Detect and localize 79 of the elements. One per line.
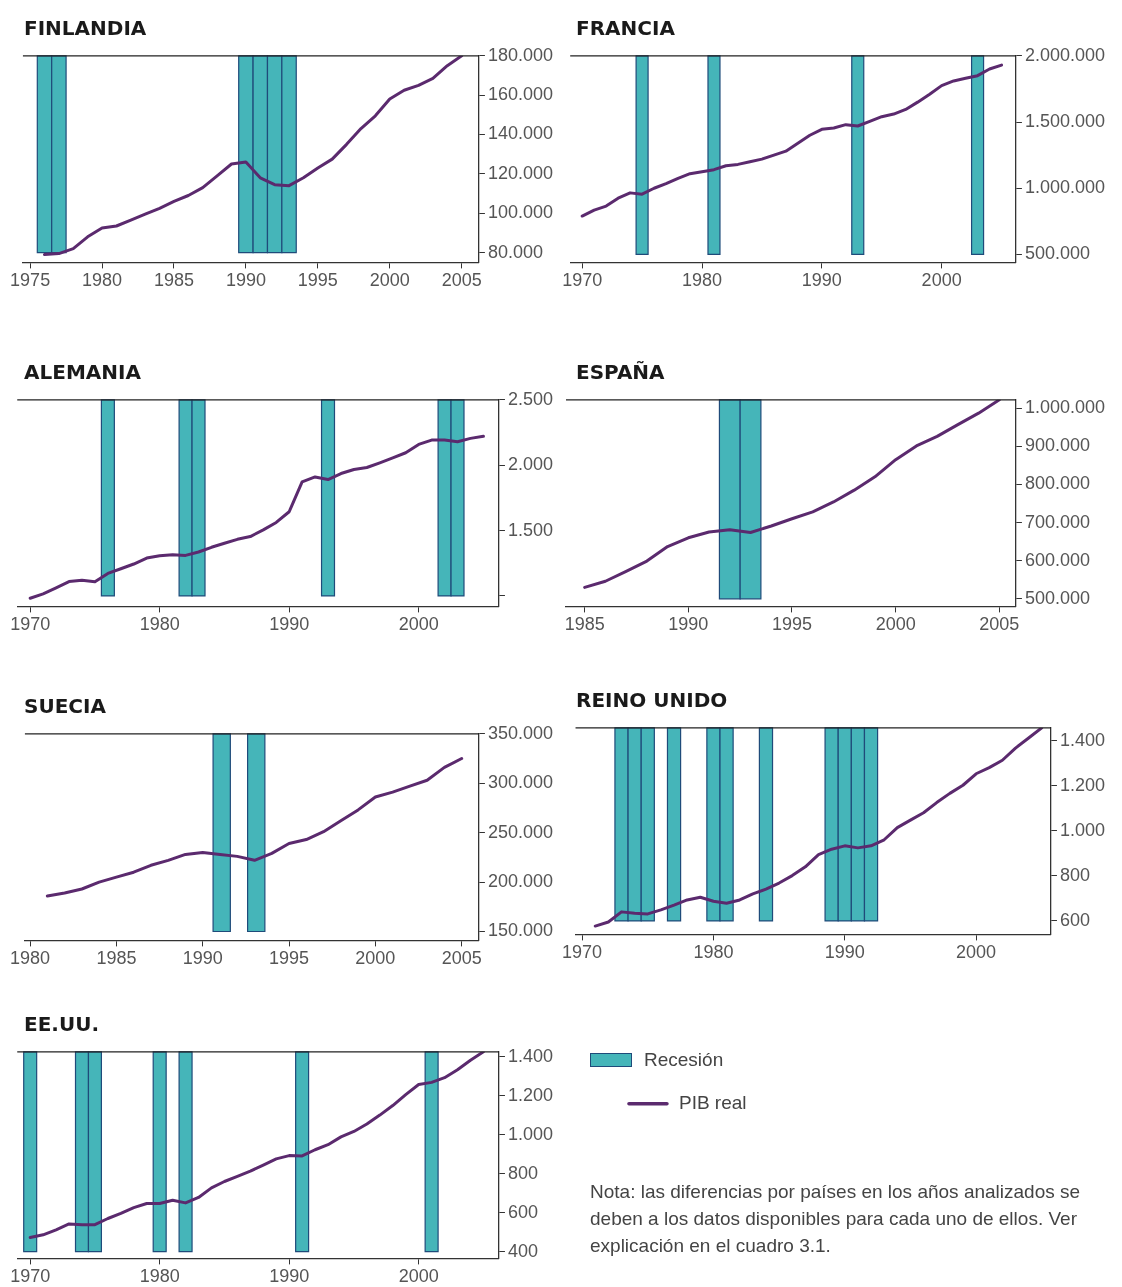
y-tick-label: 1.000 xyxy=(507,1123,553,1144)
y-tick-label: 200.000 xyxy=(487,871,554,892)
x-tick-label: 2000 xyxy=(875,614,916,635)
y-tick-label: 600.000 xyxy=(1024,549,1090,570)
y-tick-label: 2.000.000 xyxy=(1024,44,1105,65)
y-tick-label: 600 xyxy=(507,1201,538,1222)
text: Nota: las diferencias por países en los años analizados se deben a los datos disponibles para cada uno de ellos. Ver explicación en el cuadro 3.1. xyxy=(590,1180,1082,1258)
x-tick-label: 1990 xyxy=(801,270,842,291)
y-tick-label: 1.000 xyxy=(1059,819,1105,840)
y-tick-label: 2.000 xyxy=(507,454,553,475)
y-tick-label: 120.000 xyxy=(487,162,554,183)
text: Recesión xyxy=(644,1048,724,1072)
y-tick-label: 250.000 xyxy=(487,821,554,842)
x-tick-label: 2000 xyxy=(369,270,410,291)
x-tick-label: 2005 xyxy=(441,948,482,969)
chart-title: FRANCIA xyxy=(576,16,675,40)
x-tick-label: 2000 xyxy=(921,270,962,291)
x-tick-label: 1990 xyxy=(269,614,310,635)
y-tick-label: 300.000 xyxy=(487,772,554,793)
x-tick-label: 1990 xyxy=(269,1266,310,1287)
y-tick-label: 400 xyxy=(507,1240,538,1261)
x-tick-label: 1970 xyxy=(10,614,51,635)
y-tick-label: 600 xyxy=(1059,909,1090,930)
y-tick-label: 500.000 xyxy=(1024,587,1090,608)
y-tick-label: 1.400 xyxy=(507,1045,553,1066)
x-tick-label: 1980 xyxy=(10,948,51,969)
y-tick-label: 180.000 xyxy=(487,44,554,65)
x-tick-label: 1985 xyxy=(564,614,605,635)
x-tick-label: 1995 xyxy=(269,948,310,969)
chart-title: EE.UU. xyxy=(24,1012,99,1036)
y-tick-label: 1.200 xyxy=(1059,774,1105,795)
x-tick-label: 2000 xyxy=(355,948,396,969)
chart-title: ALEMANIA xyxy=(24,360,141,384)
x-tick-label: 1980 xyxy=(693,942,734,963)
y-tick-label: 1.000.000 xyxy=(1024,177,1105,198)
x-tick-label: 1985 xyxy=(96,948,137,969)
x-tick-label: 2000 xyxy=(956,942,997,963)
y-tick-label: 150.000 xyxy=(487,920,554,941)
x-tick-label: 1985 xyxy=(153,270,194,291)
x-tick-label: 1975 xyxy=(10,270,51,291)
x-tick-label: 1990 xyxy=(225,270,266,291)
y-tick-label: 800.000 xyxy=(1024,473,1090,494)
y-tick-label: 700.000 xyxy=(1024,511,1090,532)
x-tick-label: 1970 xyxy=(562,942,603,963)
y-tick-label: 1.500 xyxy=(507,519,553,540)
y-tick-label: 800 xyxy=(1059,864,1090,885)
x-tick-label: 2005 xyxy=(979,614,1020,635)
chart-title: FINLANDIA xyxy=(24,16,147,40)
x-tick-label: 1980 xyxy=(681,270,723,291)
y-tick-label: 500.000 xyxy=(1024,243,1090,264)
x-tick-label: 1980 xyxy=(82,270,123,291)
x-tick-label: 1970 xyxy=(562,270,603,291)
y-tick-label: 160.000 xyxy=(487,84,554,105)
y-tick-label: 1.000.000 xyxy=(1024,397,1105,418)
x-tick-label: 1990 xyxy=(668,614,709,635)
chart-title: ESPAÑA xyxy=(576,360,665,384)
y-tick-label: 800 xyxy=(507,1162,538,1183)
x-tick-label: 1970 xyxy=(10,1266,51,1287)
y-tick-label: 1.200 xyxy=(507,1084,553,1105)
y-tick-label: 1.400 xyxy=(1059,729,1105,750)
chart-title: SUECIA xyxy=(24,694,106,718)
x-tick-label: 1995 xyxy=(297,270,338,291)
y-tick-label: 350.000 xyxy=(487,722,554,743)
y-tick-label: 100.000 xyxy=(487,202,554,223)
y-tick-label: 80.000 xyxy=(487,241,543,262)
y-tick-label: 2.500 xyxy=(507,388,553,409)
x-tick-label: 1980 xyxy=(139,614,180,635)
x-tick-label: 1995 xyxy=(771,614,813,635)
legend-label: PIB real xyxy=(678,1092,747,1114)
x-tick-label: 1990 xyxy=(824,942,865,963)
chart-title: REINO UNIDO xyxy=(576,688,728,712)
x-tick-label: 1980 xyxy=(139,1266,180,1287)
y-tick-label: 900.000 xyxy=(1024,435,1090,456)
y-tick-label: 1.500.000 xyxy=(1024,110,1105,131)
y-tick-label: 140.000 xyxy=(487,123,554,144)
x-tick-label: 1990 xyxy=(182,948,223,969)
x-tick-label: 2000 xyxy=(398,614,439,635)
x-tick-label: 2000 xyxy=(398,1266,439,1287)
x-tick-label: 2005 xyxy=(441,270,482,291)
